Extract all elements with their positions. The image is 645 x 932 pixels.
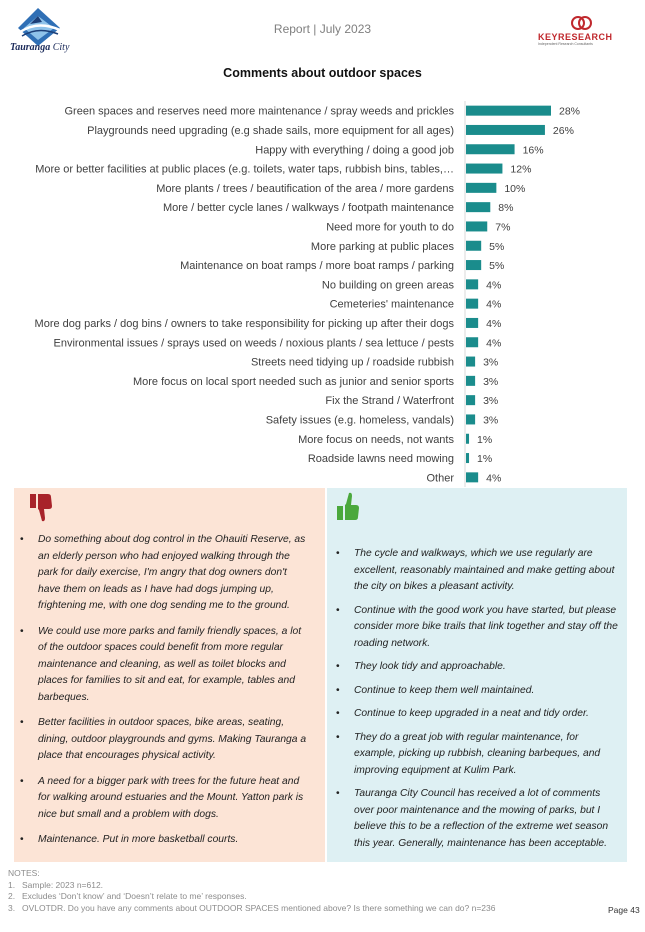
value-label: 5% [489,241,504,253]
bar [466,279,479,290]
category-label: Cemeteries' maintenance [330,299,454,311]
bar [466,221,488,232]
bar [466,433,470,444]
report-title: Report | July 2023 [273,22,372,36]
value-label: 8% [498,202,513,214]
value-label: 1% [477,453,492,465]
bar [466,395,476,406]
bar [466,202,491,213]
bar [466,356,476,367]
category-label: Green spaces and reserves need more main… [65,106,455,118]
category-label: More or better facilities at public plac… [35,164,454,176]
negative-comment: Do something about dog control in the Oh… [20,532,312,615]
bar [466,317,479,328]
value-label: 4% [486,299,501,311]
chart-title: Comments about outdoor spaces [223,66,422,80]
positive-comment: They do a great job with regular mainten… [336,730,618,780]
category-label: More plants / trees / beautification of … [156,183,454,195]
category-label: More focus on needs, not wants [298,434,454,446]
positive-comment: Continue to keep upgraded in a neat and … [336,706,618,723]
positive-comments-list: The cycle and walkways, which we use reg… [336,546,618,859]
positive-comment: The cycle and walkways, which we use reg… [336,546,618,596]
category-label: Streets need tidying up / roadside rubbi… [251,357,454,369]
brand-name: KEYRESEARCH [538,32,613,42]
value-label: 1% [477,434,492,446]
bar [466,240,482,251]
category-label: Maintenance on boat ramps / more boat ra… [180,260,454,272]
value-label: 4% [486,337,501,349]
bar [466,298,479,309]
category-label: Need more for youth to do [326,221,454,233]
value-label: 5% [489,260,504,272]
negative-comment: We could use more parks and family frien… [20,624,312,707]
category-label: More dog parks / dog bins / owners to ta… [35,318,455,330]
note-item: 2. Excludes ‘Don’t know’ and ‘Doesn’t rel… [8,891,247,902]
positive-comment: Continue with the good work you have sta… [336,603,618,653]
value-label: 3% [483,395,498,407]
negative-comment: Better facilities in outdoor spaces, bik… [20,715,312,765]
positive-comment: Tauranga City Council has received a lot… [336,786,618,852]
category-label: Safety issues (e.g. homeless, vandals) [266,414,454,426]
positive-comment: Continue to keep them well maintained. [336,683,618,700]
value-label: 3% [483,357,498,369]
value-label: 4% [486,472,501,484]
note-item: 1. Sample: 2023 n=612. [8,879,104,890]
bar [466,337,479,348]
category-label: Fix the Strand / Waterfront [325,395,454,407]
negative-comment: A need for a bigger park with trees for … [20,774,312,824]
category-label: Environmental issues / sprays used on we… [54,337,455,349]
negative-comment: Maintenance. Put in more basketball cour… [20,832,312,849]
tauranga-city-logo [18,8,61,46]
value-label: 3% [483,376,498,388]
notes-heading: NOTES: [8,868,40,878]
bar [466,105,551,116]
bar [466,124,545,135]
thumbs-down-icon [30,494,52,522]
positive-comments-panel: The cycle and walkways, which we use reg… [327,488,627,862]
comments-bar-chart: Green spaces and reserves need more main… [35,101,580,487]
value-label: 7% [495,221,510,233]
value-label: 4% [486,318,501,330]
bar [466,453,470,464]
value-label: 26% [553,125,574,137]
category-label: Other [426,472,454,484]
logo-text: Tauranga City [10,42,70,53]
bar [466,414,476,425]
category-label: More / better cycle lanes / walkways / f… [163,202,454,214]
value-label: 12% [510,164,531,176]
bar [466,260,482,271]
notes: NOTES: 1. Sample: 2023 n=612. 2. Excludes … [8,868,496,914]
keyresearch-logo [571,16,592,30]
bar [466,375,476,386]
brand-tagline: Independent Research Consultants [538,42,593,46]
bar [466,182,497,193]
bar [466,144,515,155]
bar [466,472,479,483]
category-label: No building on green areas [322,279,455,291]
negative-comments-list: Do something about dog control in the Oh… [20,532,312,858]
note-item: 3. OVLOTDR. Do you have any comments abou… [8,902,496,913]
category-label: More focus on local sport needed such as… [133,376,455,388]
value-label: 3% [483,414,498,426]
category-label: More parking at public places [311,241,455,253]
category-label: Roadside lawns need mowing [308,453,454,465]
value-label: 28% [559,106,580,118]
value-label: 4% [486,279,501,291]
value-label: 10% [504,183,525,195]
thumbs-up-icon [337,492,359,520]
category-label: Playgrounds need upgrading (e.g shade sa… [87,125,454,137]
positive-comment: They look tidy and approachable. [336,659,618,676]
negative-comments-panel: Do something about dog control in the Oh… [14,488,325,862]
bar [466,163,503,174]
page-number: Page 43 [608,905,640,915]
category-label: Happy with everything / doing a good job [255,144,454,156]
value-label: 16% [523,144,544,156]
